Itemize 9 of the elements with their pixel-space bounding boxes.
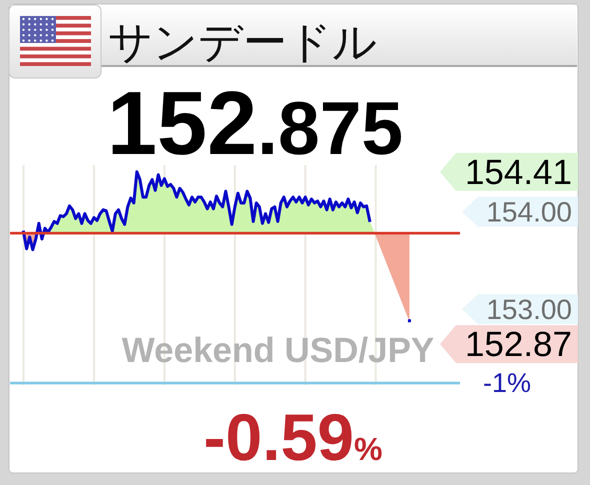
- text: -1%: [483, 368, 532, 398]
- chart-title: サンデードル: [108, 17, 377, 68]
- y-tick-label: 153.00: [486, 294, 572, 326]
- annotation: Weekend USD/JPY: [122, 331, 434, 370]
- text: -0.59%: [204, 400, 382, 474]
- y-tick-label: 154.00: [486, 196, 572, 228]
- chart-subtitle: 152.875: [107, 74, 404, 174]
- text: 154.41: [464, 152, 572, 192]
- text: 152.87: [464, 325, 572, 364]
